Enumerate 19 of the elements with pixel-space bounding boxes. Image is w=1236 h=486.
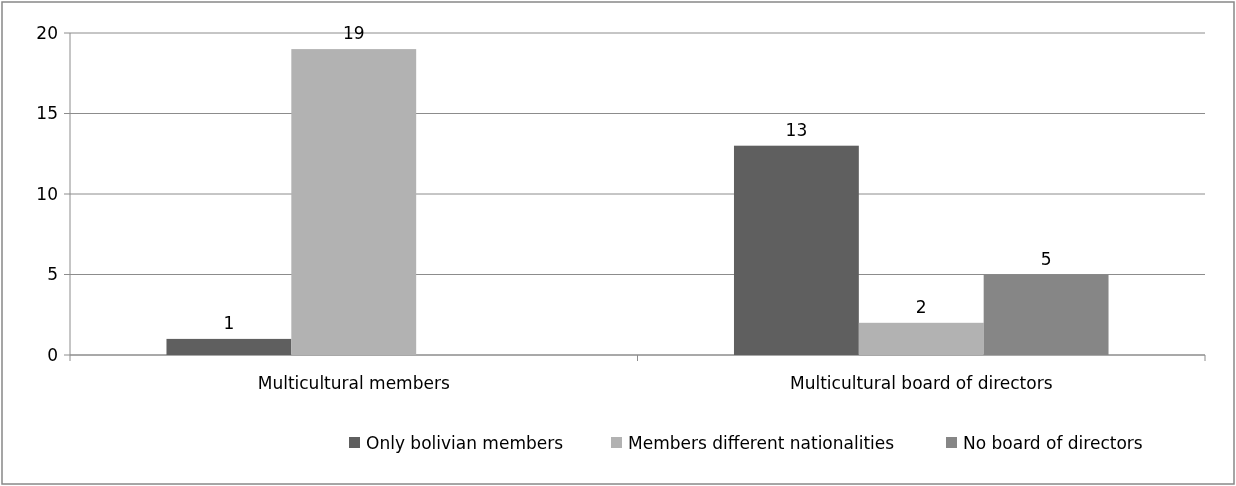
y-tick-label: 20 [36, 22, 58, 43]
x-tick-label: Multicultural members [257, 373, 450, 393]
y-tick-label: 0 [47, 344, 58, 365]
bar [858, 322, 984, 355]
bar [733, 145, 859, 355]
bar [291, 49, 417, 355]
data-label: 2 [915, 296, 927, 317]
y-tick-label: 5 [47, 264, 58, 285]
legend-label: No board of directors [963, 432, 1143, 453]
legend-label: Members different nationalities [628, 432, 895, 453]
y-tick-label: 15 [36, 103, 58, 124]
data-label: 5 [1040, 248, 1052, 269]
bar [166, 338, 292, 355]
data-label: 1 [223, 312, 235, 333]
data-label: 13 [785, 119, 808, 140]
y-tick-label: 10 [36, 183, 58, 204]
legend-label: Only bolivian members [366, 432, 564, 453]
x-tick-label: Multicultural board of directors [789, 373, 1053, 393]
data-label: 19 [342, 23, 365, 44]
